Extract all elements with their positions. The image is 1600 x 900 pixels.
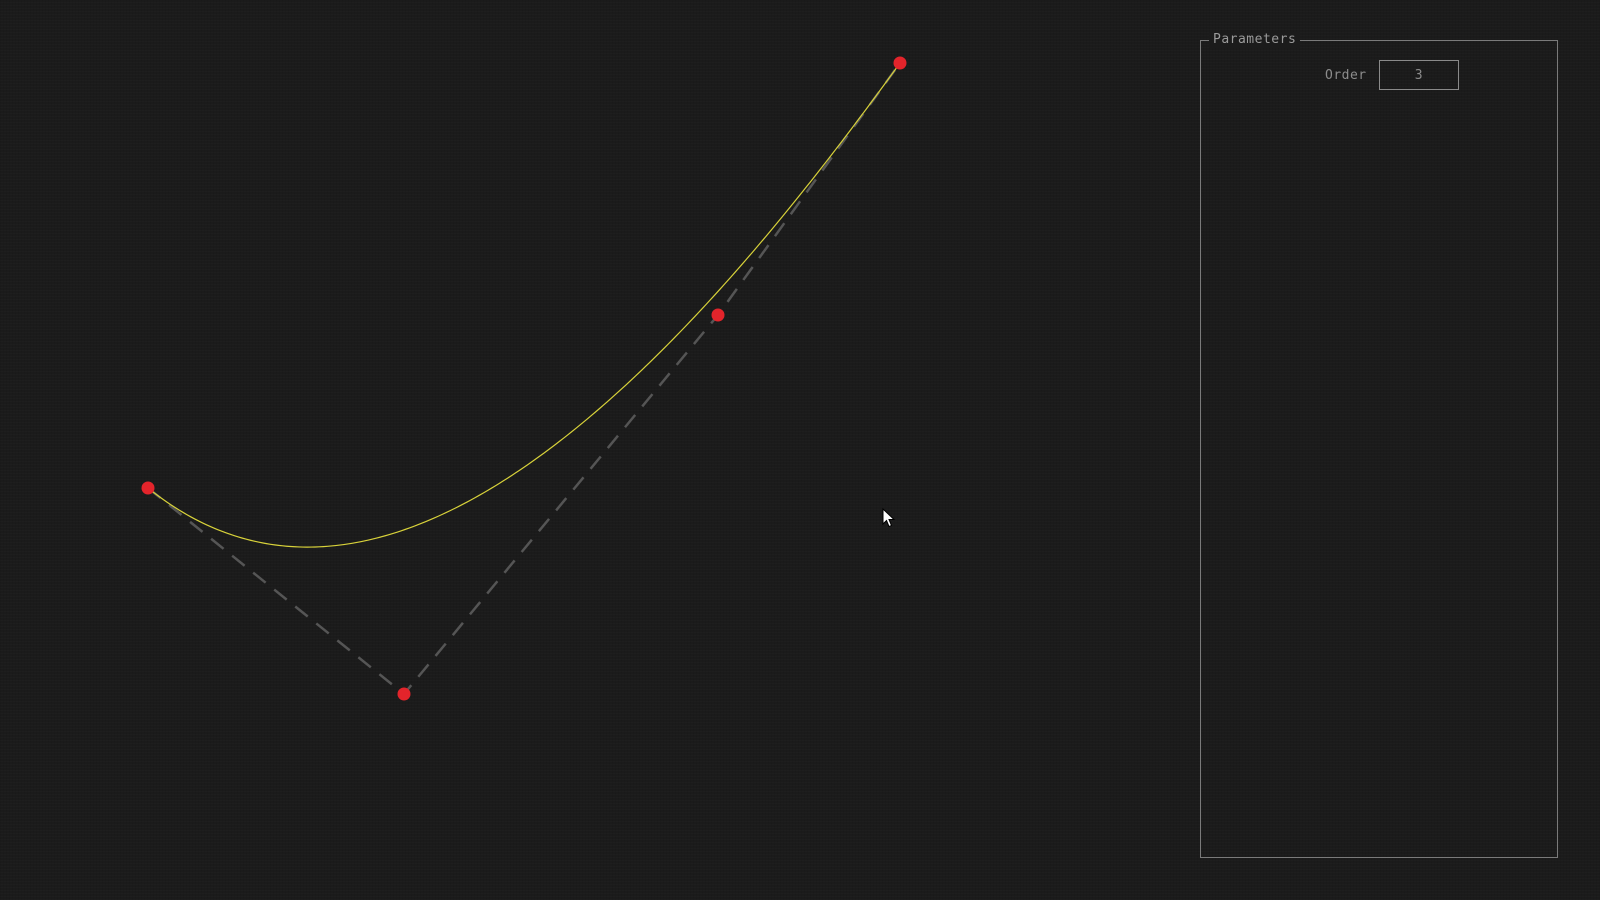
control-point-4[interactable] (893, 56, 907, 70)
order-row: Order (1325, 60, 1459, 90)
order-input[interactable] (1378, 60, 1459, 90)
mouse-cursor-icon (882, 508, 896, 528)
control-point-3[interactable] (711, 308, 725, 322)
order-label: Order (1325, 67, 1367, 83)
control-polygon (147, 62, 902, 696)
parameters-panel: Parameters Order (1200, 32, 1558, 858)
control-point-2[interactable] (397, 687, 411, 701)
parameters-legend: Parameters (1209, 32, 1301, 48)
bezier-curve (147, 62, 901, 548)
control-points (141, 56, 907, 701)
control-point-1[interactable] (141, 481, 155, 495)
